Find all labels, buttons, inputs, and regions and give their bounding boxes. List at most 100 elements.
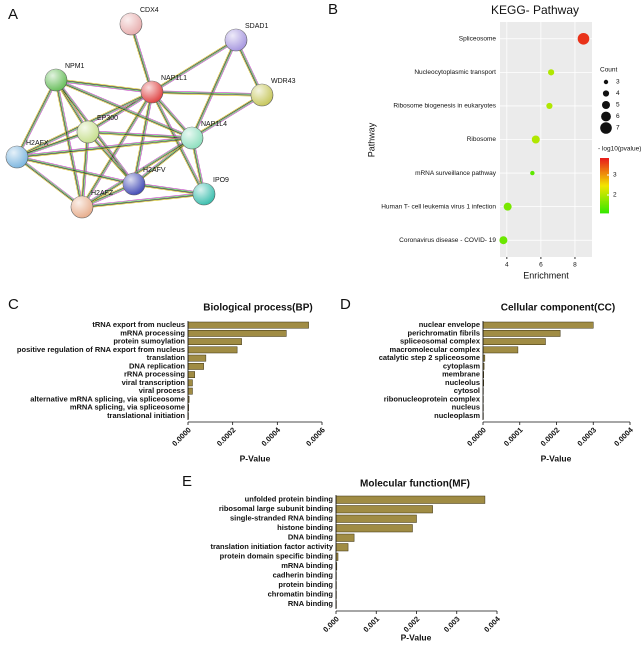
colorbar-segment [600,208,609,211]
legend-dot [602,90,610,97]
colorbar-segment [600,182,609,185]
colorbar-segment [600,175,609,178]
edge [82,195,205,209]
edge [129,24,151,93]
y-tick-label: tRNA export from nucleus [92,320,185,329]
edge [88,92,153,133]
edge [192,40,237,139]
node-label: H2AFZ [91,190,114,197]
edge [191,94,262,138]
bar [187,387,193,395]
y-tick-label: positive regulation of RNA export from n… [17,345,185,354]
edge [150,92,204,195]
bar [482,346,519,354]
y-tick-label: chromatin binding [268,590,334,599]
edge [17,80,58,158]
edge [152,40,237,94]
bar [482,321,594,329]
edge [17,132,89,158]
colorbar-segment [600,203,609,206]
colorbar-segment [600,180,609,182]
colorbar-segment [600,195,609,197]
y-tick-label: histone binding [277,523,333,532]
edge [132,23,154,92]
colorbar-segment [600,202,609,204]
bar [187,330,287,337]
colorbar-label: 2 [613,192,617,199]
dot [503,202,512,211]
y-tick-label: single-stranded RNA binding [230,514,333,523]
colorbar-segment [600,174,609,177]
colorbar-segment [600,169,609,171]
edge [81,192,204,206]
legend-dot [601,111,611,122]
colorbar-segment [600,162,609,164]
edge [152,91,206,194]
colorbar-segment [600,166,609,169]
colorbar-segment [600,159,609,162]
edge [16,157,82,208]
edge [87,132,192,139]
legend-label: 3 [616,79,620,86]
y-tick-label: catalytic step 2 spliceosome [379,353,480,362]
x-axis-label: P-Value [240,453,271,463]
x-tick-label: 0.0000 [170,425,193,448]
edge [17,155,135,183]
x-tick-label: 6 [539,262,543,269]
node-shine [251,84,273,106]
bar [482,330,561,337]
edge [17,139,193,159]
colorbar-segment [600,191,609,193]
x-tick-label: 0.0006 [304,425,327,448]
y-tick-label: Ribosome biogenesis in eukaryotes [393,103,496,110]
dot [531,135,540,144]
y-tick-label: nucleoplasm [434,411,480,420]
dot [577,32,590,45]
node-label: NAP1L1 [161,75,187,82]
y-tick-label: RNA binding [288,599,334,608]
bar [335,505,433,514]
edge [133,91,152,184]
y-tick-label: DNA replication [129,361,185,370]
colorbar-segment [600,206,609,208]
node-label: NPM1 [65,63,85,70]
colorbar-segment [600,189,609,192]
panel-letter: D [340,296,351,313]
x-tick-label: 8 [573,262,577,269]
edge [151,39,236,92]
edge [191,39,236,138]
node-shine [141,81,163,103]
edge [55,80,152,93]
bar [335,495,486,504]
colorbar-segment [600,192,609,195]
edge [88,131,135,184]
colorbar-segment [600,181,609,184]
edge [88,130,193,137]
node-label: EP300 [97,115,118,122]
y-tick-label: membrane [442,370,480,379]
legend-dot [602,101,610,109]
edge [81,136,192,207]
chart-title: Biological process(BP) [203,303,312,314]
colorbar-segment [600,177,609,180]
x-axis-label: P-Value [401,632,432,642]
edge [56,79,83,207]
x-axis-label: Enrichment [523,270,569,280]
node-shine [6,146,28,168]
colorbar-segment [600,178,609,181]
edge [80,131,87,207]
node-label: H2AFX [26,140,49,147]
node-label: CDX4 [140,7,159,14]
edge [86,132,134,186]
edge [56,79,153,92]
node-label: WDR43 [271,78,296,85]
y-tick-label: Nucleocytoplasmic transport [414,69,496,76]
edge [56,78,193,138]
y-tick-label: cytosol [454,386,480,395]
edge [17,156,135,184]
bar [335,514,417,523]
colorbar-segment [600,163,609,166]
edge [192,95,263,139]
y-tick-label: protein sumoylation [113,337,185,346]
